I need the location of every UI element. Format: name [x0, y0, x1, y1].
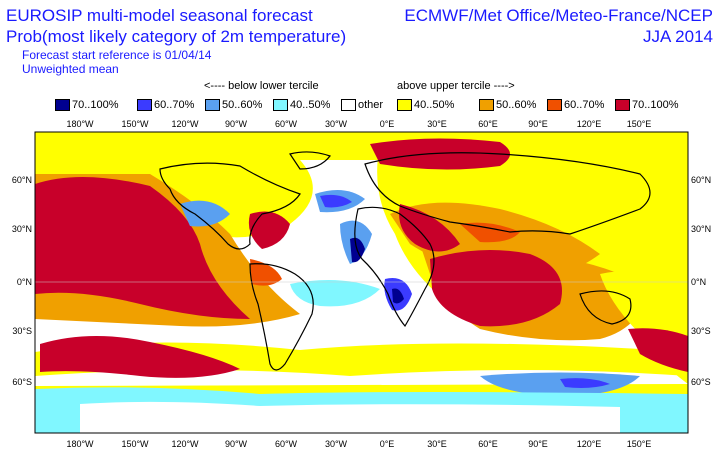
gulf-stream-red-region	[248, 211, 290, 249]
legend-swatch	[479, 99, 494, 111]
longitude-label: 180°W	[66, 119, 94, 129]
legend-label: 60..70%	[154, 99, 195, 111]
legend-swatch	[615, 99, 630, 111]
forecast-start-text: Forecast start reference is 01/04/14	[22, 48, 212, 62]
longitude-label: 0°E	[380, 119, 395, 129]
latitude-labels-right: 60°N 30°N 0°N 30°S 60°S	[691, 175, 711, 387]
longitude-label: 150°E	[627, 119, 652, 129]
longitude-label: 0°E	[380, 439, 395, 449]
legend-item: 60..70%	[547, 98, 604, 112]
legend-item: 60..70%	[137, 98, 194, 112]
latitude-label: 60°S	[12, 377, 32, 387]
middle-east-red-region	[399, 204, 460, 252]
longitude-label: 30°W	[325, 119, 348, 129]
longitude-label: 60°E	[478, 119, 498, 129]
longitude-label: 60°E	[478, 439, 498, 449]
legend-label: 70..100%	[72, 99, 119, 111]
legend-swatch	[547, 99, 562, 111]
latitude-label: 30°N	[691, 224, 711, 234]
longitude-label: 60°W	[275, 119, 298, 129]
longitude-label: 30°E	[427, 439, 447, 449]
probability-map: 180°W 150°W 120°W 90°W 60°W 30°W 0°E 30°E 60°E 90…	[12, 119, 711, 449]
australia-coast	[579, 290, 632, 325]
asia-orange-red-region	[460, 222, 520, 243]
longitude-label: 120°W	[171, 119, 199, 129]
south-atlantic-dark-blue	[392, 288, 404, 304]
legend-item: 70..100%	[615, 98, 678, 112]
africa-coast	[354, 206, 435, 328]
longitude-label: 120°E	[577, 119, 602, 129]
latitude-label: 60°S	[691, 377, 711, 387]
caribbean-orange-region	[250, 259, 282, 286]
legend-swatch	[205, 99, 220, 111]
longitude-label: 30°W	[325, 439, 348, 449]
legend-swatch	[55, 99, 70, 111]
legend-label: 50..60%	[222, 99, 263, 111]
longitude-label: 120°W	[171, 439, 199, 449]
tasman-red-region	[628, 328, 688, 372]
antarctic-blue-region	[480, 372, 640, 396]
latitude-labels-left: 60°N 30°N 0°N 30°S 60°S	[12, 175, 32, 387]
longitude-label: 90°W	[225, 439, 248, 449]
above-tercile-label: above upper tercile ---->	[397, 80, 515, 92]
mean-type-text: Unweighted mean	[22, 62, 119, 76]
legend-item: 40..50%	[273, 98, 330, 112]
legend-label: 40..50%	[290, 99, 331, 111]
latitude-label: 30°S	[12, 326, 32, 336]
season-text: JJA 2014	[643, 27, 713, 46]
below-tercile-label: <---- below lower tercile	[204, 80, 319, 92]
legend-label: 70..100%	[632, 99, 679, 111]
latitude-label: 30°N	[12, 224, 32, 234]
longitude-label: 150°W	[121, 119, 149, 129]
longitude-labels-top: 180°W 150°W 120°W 90°W 60°W 30°W 0°E 30°E 60°E 90…	[66, 119, 651, 129]
title-line-1: EUROSIP multi-model seasonal forecast	[6, 6, 313, 25]
north-america-coast	[159, 162, 301, 250]
coastlines	[159, 151, 651, 371]
legend-swatch	[137, 99, 152, 111]
antarctic-dark-blue	[560, 378, 610, 388]
longitude-label: 120°E	[577, 439, 602, 449]
longitude-label: 90°W	[225, 119, 248, 129]
latitude-label: 0°N	[691, 277, 706, 287]
legend-item: 50..60%	[205, 98, 262, 112]
latitude-label: 30°S	[691, 326, 711, 336]
legend-item: other	[341, 98, 383, 112]
indian-ocean-red-region	[430, 250, 562, 327]
latitude-label: 0°N	[17, 277, 32, 287]
latitude-label: 60°N	[12, 175, 32, 185]
legend-item: 70..100%	[55, 98, 118, 112]
legend-swatch	[397, 99, 412, 111]
legend-label: other	[358, 99, 384, 111]
legend-swatch	[341, 99, 356, 111]
longitude-label: 90°E	[528, 439, 548, 449]
latitude-label: 60°N	[691, 175, 711, 185]
south-pacific-red-region	[40, 335, 240, 378]
legend-label: 40..50%	[414, 99, 455, 111]
longitude-label: 60°W	[275, 439, 298, 449]
eurasia-coast	[364, 152, 651, 235]
title-line-2: Prob(most likely category of 2m temperat…	[6, 27, 347, 46]
legend-label: 60..70%	[564, 99, 605, 111]
greenland-coast	[289, 151, 331, 170]
centres-text: ECMWF/Met Office/Meteo-France/NCEP	[404, 6, 713, 25]
longitude-label: 90°E	[528, 119, 548, 129]
longitude-label: 30°E	[427, 119, 447, 129]
pacific-red-region	[35, 176, 250, 319]
legend-swatch	[273, 99, 288, 111]
south-america-coast	[249, 263, 314, 371]
longitude-labels-bottom: 180°W 150°W 120°W 90°W 60°W 30°W 0°E 30°E 60°E 90…	[66, 439, 651, 449]
longitude-label: 150°W	[121, 439, 149, 449]
canada-blue-region	[180, 200, 230, 227]
antarctica-white	[80, 401, 620, 433]
legend-item: 50..60%	[479, 98, 536, 112]
legend-label: 50..60%	[496, 99, 537, 111]
map-frame	[34, 131, 689, 434]
legend-item: 40..50%	[397, 98, 454, 112]
longitude-label: 180°W	[66, 439, 94, 449]
arctic-red-region	[370, 138, 510, 170]
longitude-label: 150°E	[627, 439, 652, 449]
north-atlantic-dark-blue	[320, 194, 352, 208]
